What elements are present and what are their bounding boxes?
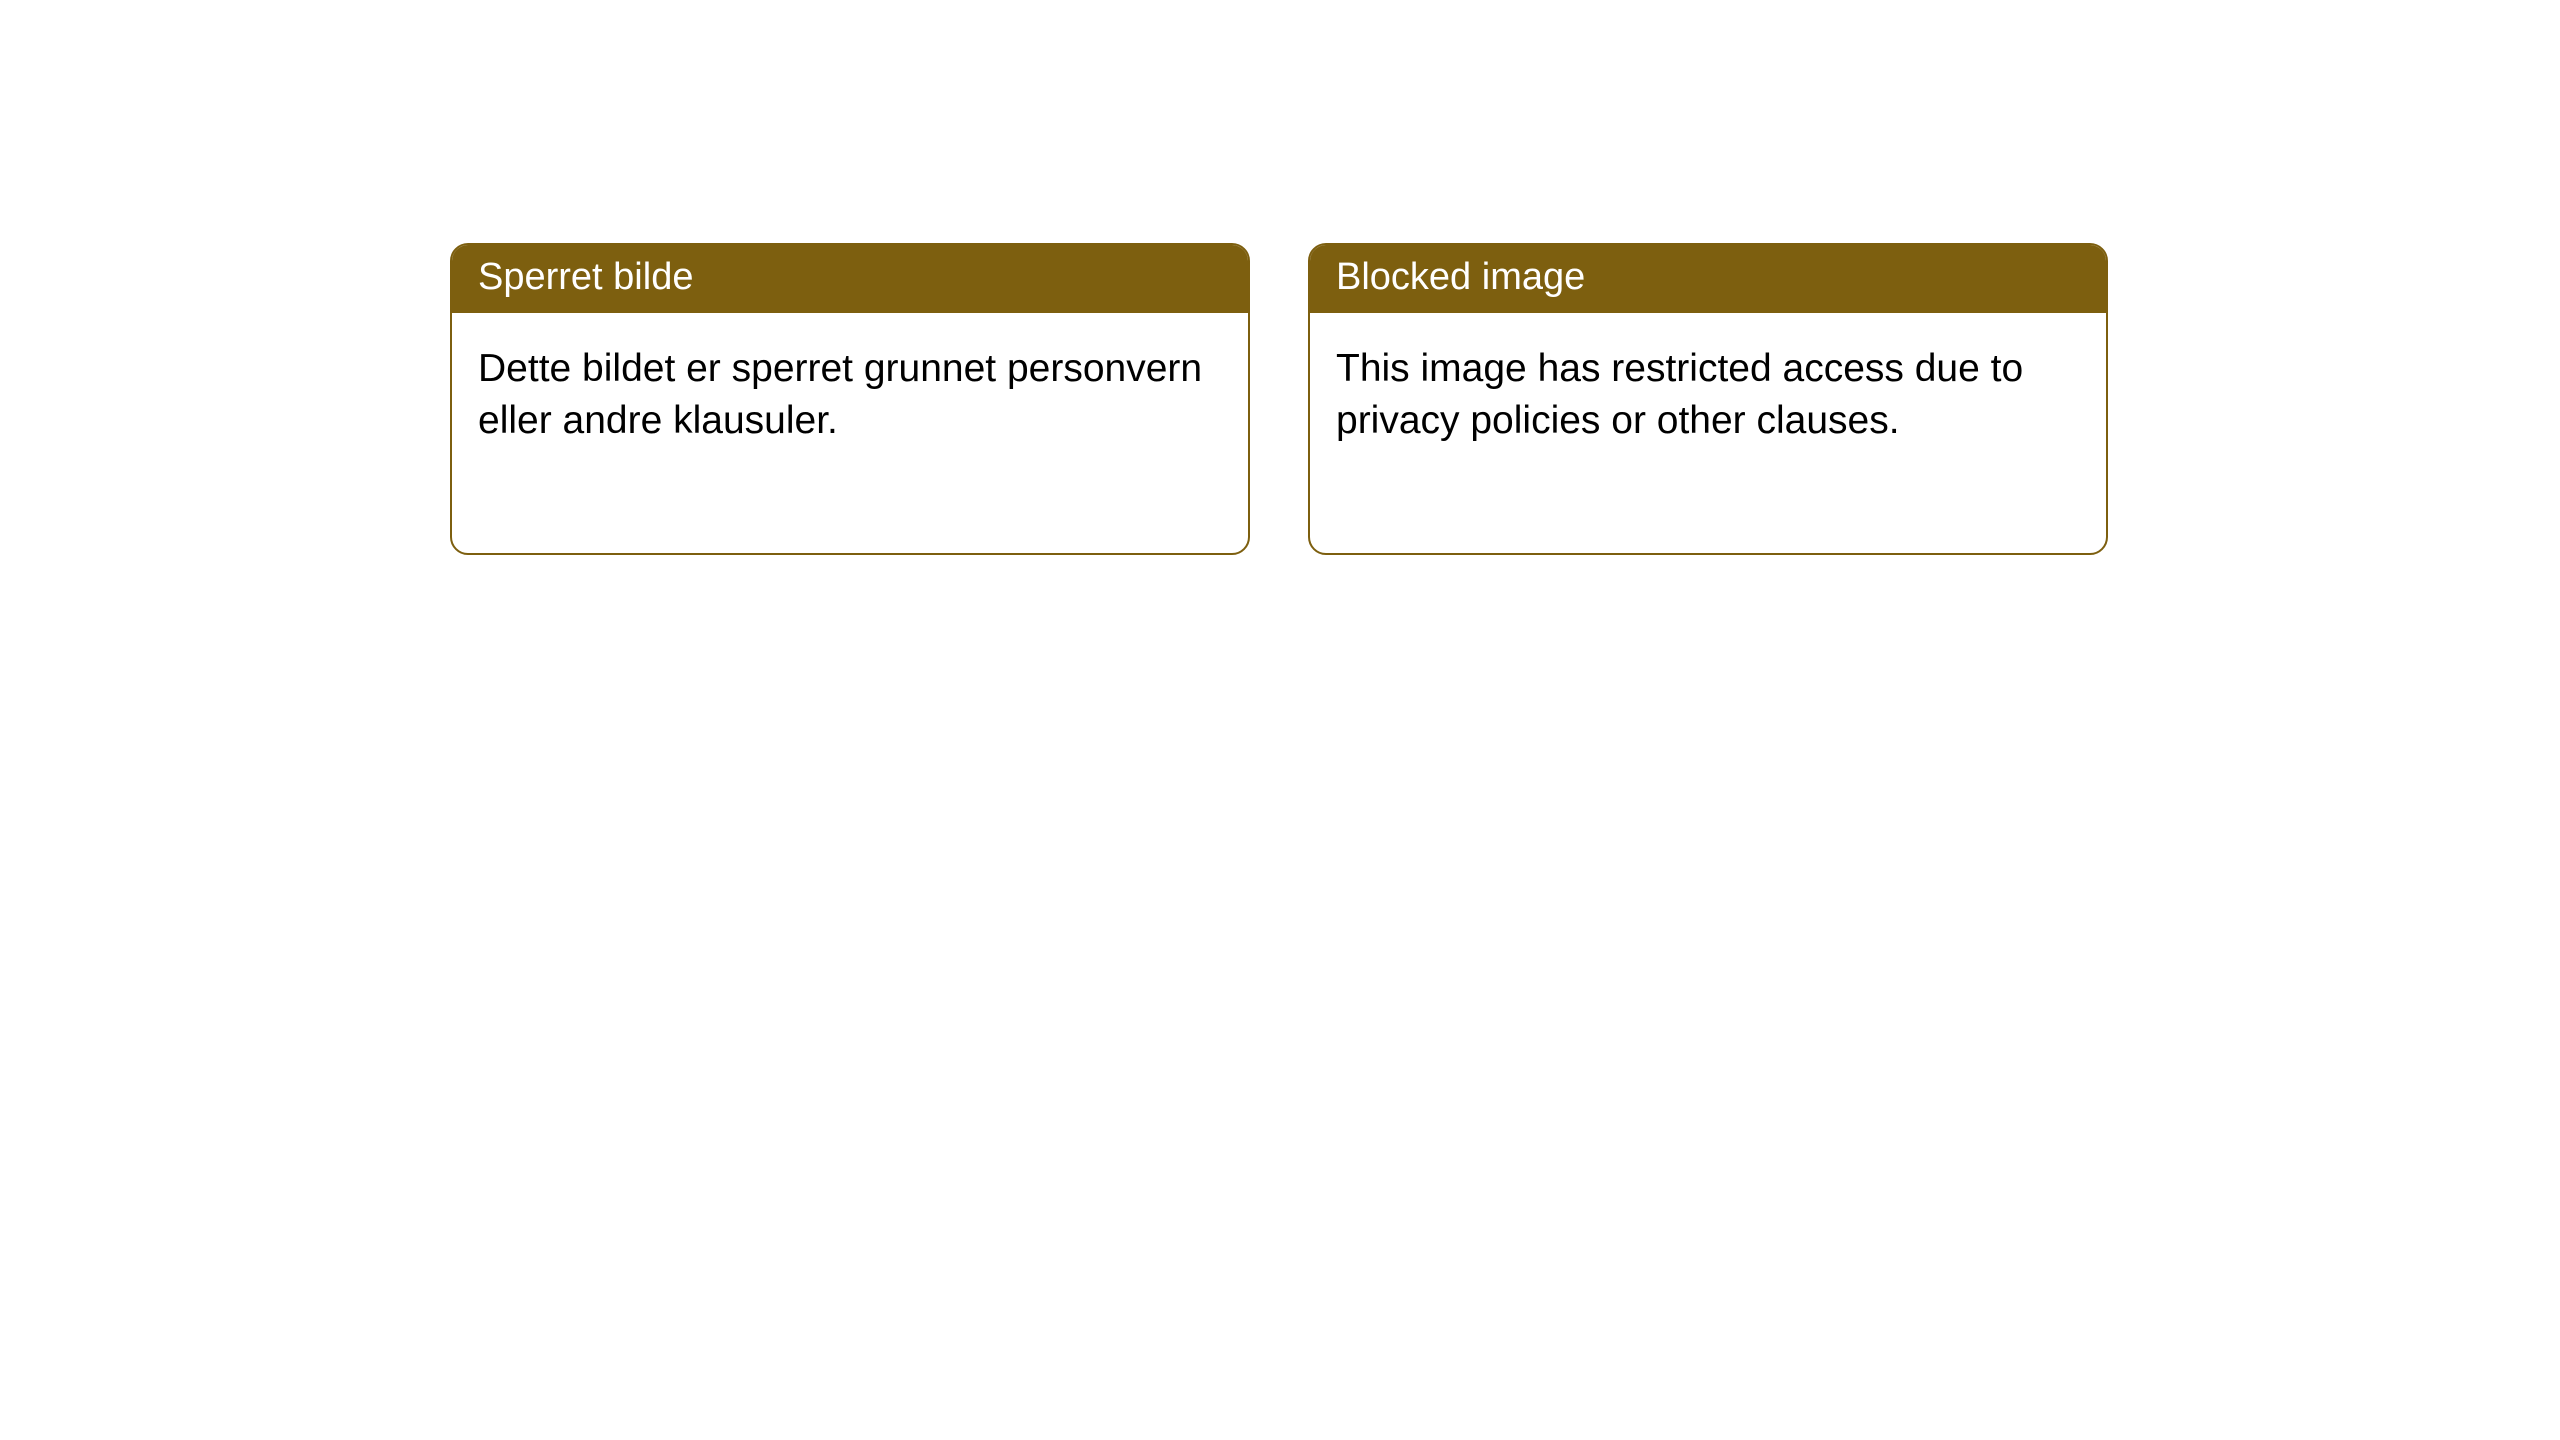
notice-card-norwegian: Sperret bilde Dette bildet er sperret gr… bbox=[450, 243, 1250, 555]
notice-body-norwegian: Dette bildet er sperret grunnet personve… bbox=[452, 313, 1248, 553]
notice-header-norwegian: Sperret bilde bbox=[452, 245, 1248, 313]
notice-body-english: This image has restricted access due to … bbox=[1310, 313, 2106, 553]
notice-header-english: Blocked image bbox=[1310, 245, 2106, 313]
notice-container: Sperret bilde Dette bildet er sperret gr… bbox=[450, 243, 2108, 555]
notice-card-english: Blocked image This image has restricted … bbox=[1308, 243, 2108, 555]
